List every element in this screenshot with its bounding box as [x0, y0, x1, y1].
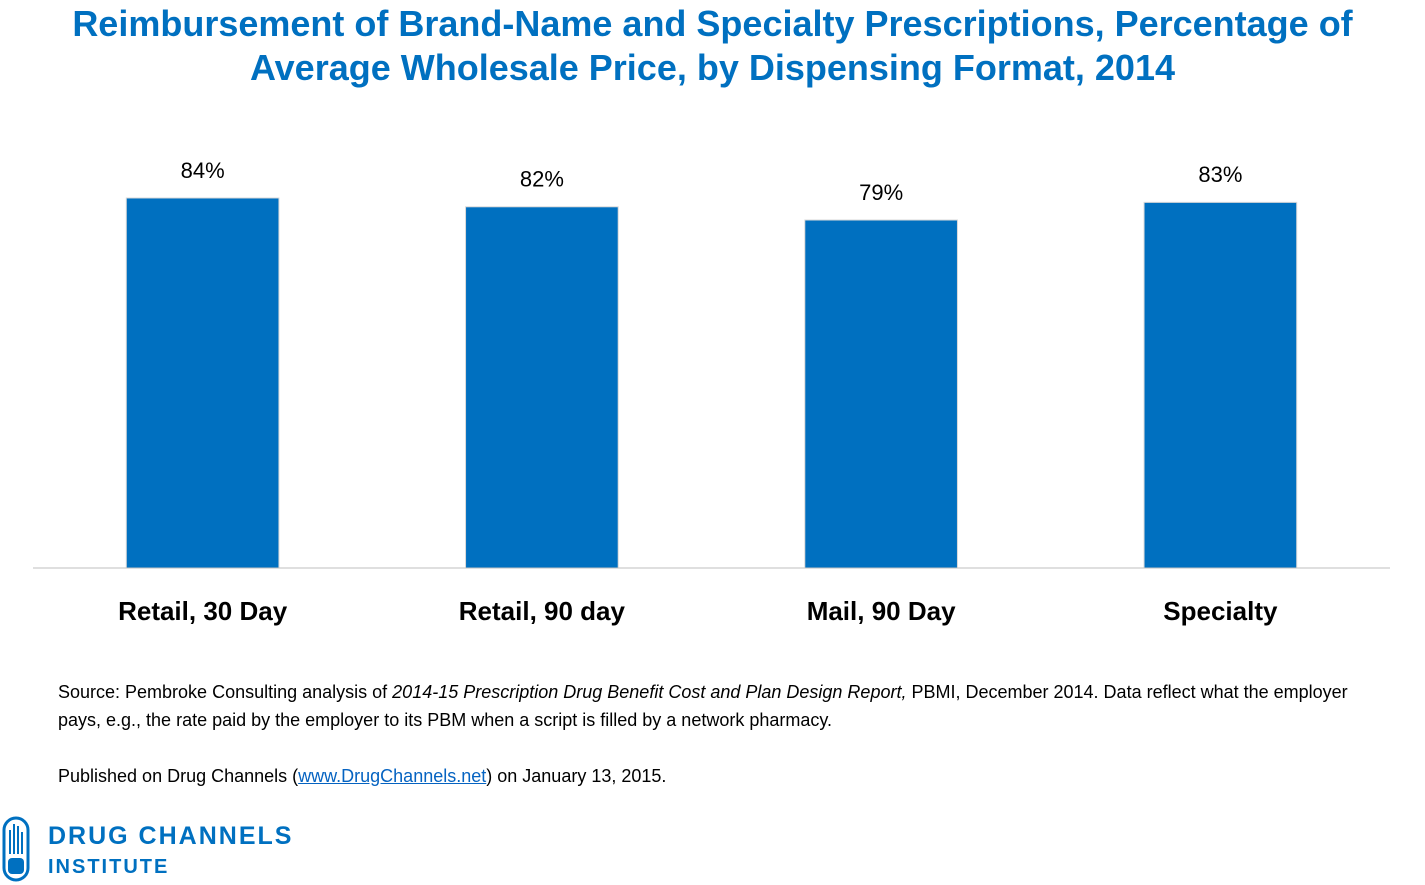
logo: DRUG CHANNELS INSTITUTE: [0, 812, 360, 882]
chart: 84% Retail, 30 Day 82% Retail, 90 day 79% Mai…: [33, 158, 1390, 626]
logo-line1: DRUG CHANNELS: [48, 822, 294, 850]
source-note: Source: Pembroke Consulting analysis of …: [58, 678, 1378, 734]
chart-title: Reimbursement of Brand-Name and Specialt…: [72, 3, 1353, 88]
logo-icon: [2, 816, 30, 882]
published-prefix: Published on Drug Channels (: [58, 766, 299, 786]
logo-line2: INSTITUTE: [48, 856, 170, 878]
x-tick-label: Retail, 30 Day: [118, 596, 288, 626]
value-label: 83%: [1198, 162, 1242, 187]
x-tick-label: Retail, 90 day: [459, 596, 626, 626]
bar: [125, 197, 280, 569]
value-label: 84%: [181, 158, 225, 183]
bar: [465, 206, 619, 569]
bar: [1143, 201, 1298, 569]
source-suffix: PBMI, December 2014. Data reflect what t…: [58, 682, 1348, 730]
published-link[interactable]: www.DrugChannels.net: [298, 766, 487, 786]
value-label: 82%: [520, 167, 564, 192]
x-tick-label: Mail, 90 Day: [807, 596, 956, 626]
x-tick-label: Specialty: [1163, 596, 1278, 626]
source-prefix: Source: Pembroke Consulting analysis of: [58, 682, 393, 702]
source-report: 2014-15 Prescription Drug Benefit Cost a…: [392, 682, 907, 702]
value-label: 79%: [859, 180, 903, 205]
published-suffix: ) on January 13, 2015.: [486, 766, 667, 786]
bar: [804, 219, 958, 569]
published-note: Published on Drug Channels (www.DrugChan…: [58, 762, 1378, 790]
